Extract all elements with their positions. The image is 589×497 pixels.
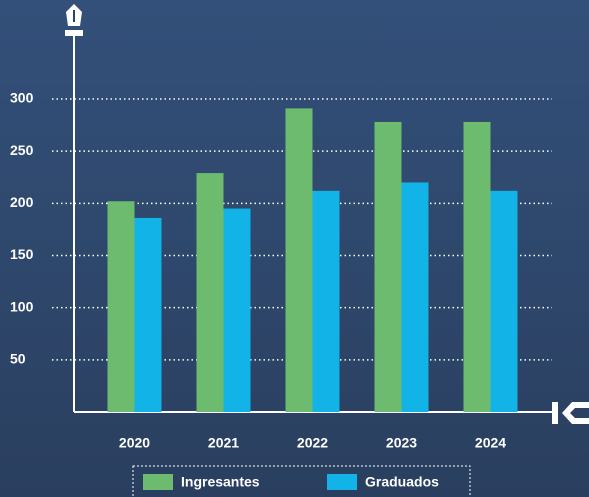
bar bbox=[196, 173, 224, 412]
y-tick-label: 150 bbox=[10, 246, 34, 262]
bar bbox=[401, 182, 429, 412]
x-tick-label: 2021 bbox=[208, 435, 239, 451]
legend-label: Ingresantes bbox=[181, 474, 260, 490]
bar bbox=[107, 201, 135, 412]
bar bbox=[134, 217, 162, 412]
bar bbox=[374, 121, 402, 412]
x-tick-label: 2024 bbox=[475, 435, 506, 451]
bar bbox=[463, 121, 491, 412]
y-tick-label: 50 bbox=[10, 351, 26, 367]
ic-logo bbox=[552, 402, 589, 424]
legend: Ingresantes Graduados bbox=[132, 465, 471, 497]
bar bbox=[312, 190, 340, 412]
legend-label: Graduados bbox=[365, 474, 439, 490]
y-tick-label: 300 bbox=[10, 90, 34, 106]
legend-swatch bbox=[327, 474, 357, 490]
legend-box bbox=[132, 465, 471, 497]
y-tick-label: 200 bbox=[10, 194, 34, 210]
legend-swatch bbox=[143, 474, 173, 490]
x-tick-label: 2020 bbox=[119, 435, 150, 451]
bar bbox=[490, 190, 518, 412]
x-tick-label: 2022 bbox=[297, 435, 328, 451]
bar bbox=[223, 208, 251, 412]
x-tick-label: 2023 bbox=[386, 435, 417, 451]
y-tick-label: 250 bbox=[10, 142, 34, 158]
y-tick-label: 100 bbox=[10, 298, 34, 314]
pen-logo bbox=[65, 4, 83, 36]
bar bbox=[285, 108, 313, 412]
